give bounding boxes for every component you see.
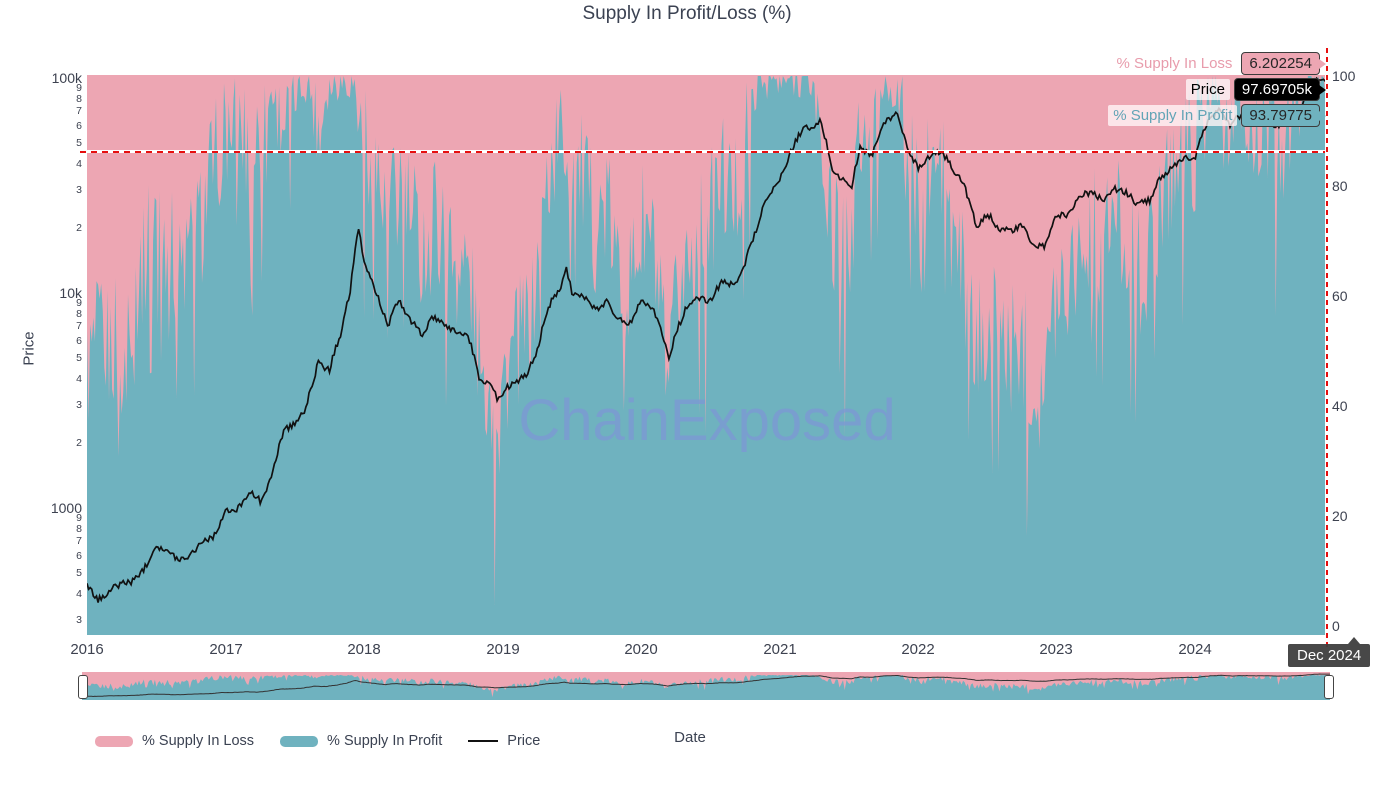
profit-swatch-icon bbox=[280, 735, 319, 747]
year-tick-2022: 2022 bbox=[901, 641, 935, 658]
tooltip-price-label: Price bbox=[1185, 79, 1230, 100]
year-tick-2024: 2024 bbox=[1178, 641, 1212, 658]
price-tick-3: 3 bbox=[76, 399, 82, 411]
navigator-price-line bbox=[82, 673, 1330, 698]
price-tick-2: 2 bbox=[76, 437, 82, 449]
watermark: ChainExposed bbox=[518, 388, 895, 453]
year-tick-2019: 2019 bbox=[486, 641, 520, 658]
navigator-left-handle[interactable] bbox=[78, 675, 88, 699]
loss-swatch-icon bbox=[95, 735, 133, 747]
tooltip-loss-label: % Supply In Loss bbox=[1111, 53, 1238, 74]
year-tick-2017: 2017 bbox=[209, 641, 243, 658]
year-tick-2021: 2021 bbox=[763, 641, 797, 658]
price-tick-6: 6 bbox=[76, 120, 82, 132]
price-tick-6: 6 bbox=[76, 335, 82, 347]
tooltip-pointer-icon bbox=[1319, 110, 1326, 121]
navigator-profit-area bbox=[82, 675, 1330, 700]
price-tick-8: 8 bbox=[76, 523, 82, 535]
tooltip-date: Dec 2024 bbox=[1288, 637, 1371, 667]
price-tick-4: 4 bbox=[76, 158, 82, 170]
price-tick-6: 6 bbox=[76, 550, 82, 562]
supply-in-profit-area bbox=[87, 76, 1327, 635]
legend-profit-label: % Supply In Profit bbox=[327, 733, 443, 749]
tooltip-loss-value: 6.202254 bbox=[1241, 52, 1326, 75]
price-tick-3: 3 bbox=[76, 614, 82, 626]
price-tick-5: 5 bbox=[76, 567, 82, 579]
tooltip-profit-label: % Supply In Profit bbox=[1108, 105, 1238, 126]
tooltip-price: Price 97.69705k bbox=[1185, 78, 1326, 101]
price-tick-8: 8 bbox=[76, 93, 82, 105]
price-axis-title: Price bbox=[20, 331, 38, 366]
supply-tick-40: 40 bbox=[1332, 398, 1348, 414]
profit-loss-area-chart: ChainExposed bbox=[87, 75, 1327, 635]
price-tick-5: 5 bbox=[76, 137, 82, 149]
price-tick-9: 9 bbox=[76, 297, 82, 309]
tooltip-supply-in-loss: % Supply In Loss 6.202254 bbox=[1111, 52, 1326, 75]
price-tick-100k: 100k bbox=[51, 70, 82, 86]
legend-item-price[interactable]: Price bbox=[468, 733, 540, 749]
navigator-right-handle[interactable] bbox=[1324, 675, 1334, 699]
supply-tick-0: 0 bbox=[1332, 618, 1340, 634]
crosshair-vertical-line bbox=[1325, 48, 1328, 648]
price-line-swatch-icon bbox=[468, 740, 499, 742]
date-axis-title: Date bbox=[674, 729, 706, 746]
year-tick-2020: 2020 bbox=[624, 641, 658, 658]
price-tick-10k: 10k bbox=[59, 285, 82, 301]
navigator-mini-chart bbox=[82, 672, 1330, 700]
price-tick-7: 7 bbox=[76, 535, 82, 547]
price-line bbox=[87, 76, 1327, 603]
price-tick-2: 2 bbox=[76, 222, 82, 234]
legend-loss-label: % Supply In Loss bbox=[142, 733, 255, 749]
supply-tick-60: 60 bbox=[1332, 288, 1348, 304]
price-tick-7: 7 bbox=[76, 105, 82, 117]
supply-tick-20: 20 bbox=[1332, 508, 1348, 524]
tooltip-pointer-icon bbox=[1319, 58, 1326, 69]
tooltip-price-value: 97.69705k bbox=[1233, 78, 1326, 101]
price-tick-7: 7 bbox=[76, 320, 82, 332]
tooltip-profit-value: 93.79775 bbox=[1241, 104, 1326, 127]
price-tick-8: 8 bbox=[76, 308, 82, 320]
legend-item-supply-in-profit[interactable]: % Supply In Profit bbox=[280, 733, 442, 749]
supply-tick-80: 80 bbox=[1332, 178, 1348, 194]
tooltip-up-arrow-icon bbox=[1348, 637, 1361, 644]
supply-tick-100: 100 bbox=[1332, 68, 1356, 84]
legend: % Supply In Loss % Supply In Profit Pric… bbox=[95, 733, 540, 749]
legend-item-supply-in-loss[interactable]: % Supply In Loss bbox=[95, 733, 254, 749]
price-tick-3: 3 bbox=[76, 184, 82, 196]
price-tick-4: 4 bbox=[76, 373, 82, 385]
year-tick-2023: 2023 bbox=[1039, 641, 1073, 658]
crosshair-horizontal-line bbox=[80, 150, 1327, 153]
page-title: Supply In Profit/Loss (%) bbox=[582, 3, 792, 24]
price-tick-9: 9 bbox=[76, 82, 82, 94]
legend-price-label: Price bbox=[507, 733, 541, 749]
range-navigator[interactable] bbox=[78, 672, 1334, 700]
price-tick-9: 9 bbox=[76, 512, 82, 524]
main-plot-area[interactable]: ChainExposed bbox=[87, 75, 1327, 635]
tooltip-pointer-icon bbox=[1319, 84, 1326, 95]
price-tick-1000: 1000 bbox=[50, 500, 82, 516]
price-tick-5: 5 bbox=[76, 352, 82, 364]
year-tick-2018: 2018 bbox=[347, 641, 381, 658]
price-tick-4: 4 bbox=[76, 588, 82, 600]
year-tick-2016: 2016 bbox=[70, 641, 104, 658]
tooltip-supply-in-profit: % Supply In Profit 93.79775 bbox=[1108, 104, 1326, 127]
